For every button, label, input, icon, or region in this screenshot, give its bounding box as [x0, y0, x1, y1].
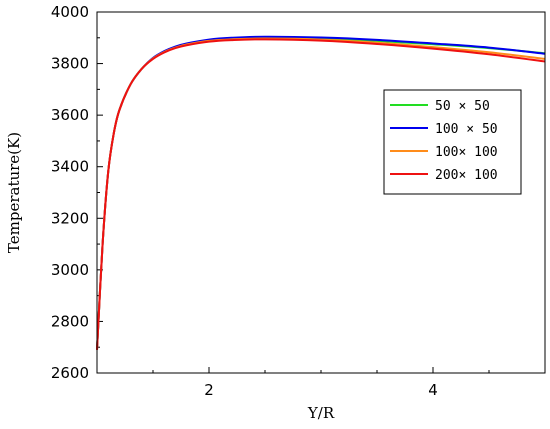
- x-tick-label: 2: [204, 381, 214, 399]
- legend-label-0: 50 × 50: [435, 99, 490, 114]
- tick-labels: 2600 2800 3000 3200 3400 3600 3800 4000 2 4: [51, 3, 438, 399]
- series-line-3: [96, 38, 546, 350]
- y-tick-label: 3000: [51, 261, 89, 279]
- y-tick-label: 3600: [51, 106, 89, 124]
- y-tick-label: 3200: [51, 209, 89, 227]
- y-tick-label: 2600: [51, 364, 89, 382]
- x-tick-label: 4: [428, 381, 438, 399]
- legend-label-2: 100× 100: [435, 145, 498, 160]
- y-tick-label: 3400: [51, 158, 89, 176]
- legend: 50 × 50 100 × 50 100× 100 200× 100: [383, 89, 522, 195]
- plot-frame: [96, 11, 546, 374]
- x-axis-label: Y/R: [307, 404, 335, 422]
- plot-lines: [96, 35, 546, 350]
- legend-label-1: 100 × 50: [435, 122, 498, 137]
- y-axis-label: Temperature(K): [5, 132, 23, 253]
- y-tick-label: 2800: [51, 312, 89, 330]
- y-tick-label: 3800: [51, 55, 89, 73]
- y-tick-label: 4000: [51, 3, 89, 21]
- legend-label-3: 200× 100: [435, 168, 498, 183]
- legend-box: [383, 89, 522, 195]
